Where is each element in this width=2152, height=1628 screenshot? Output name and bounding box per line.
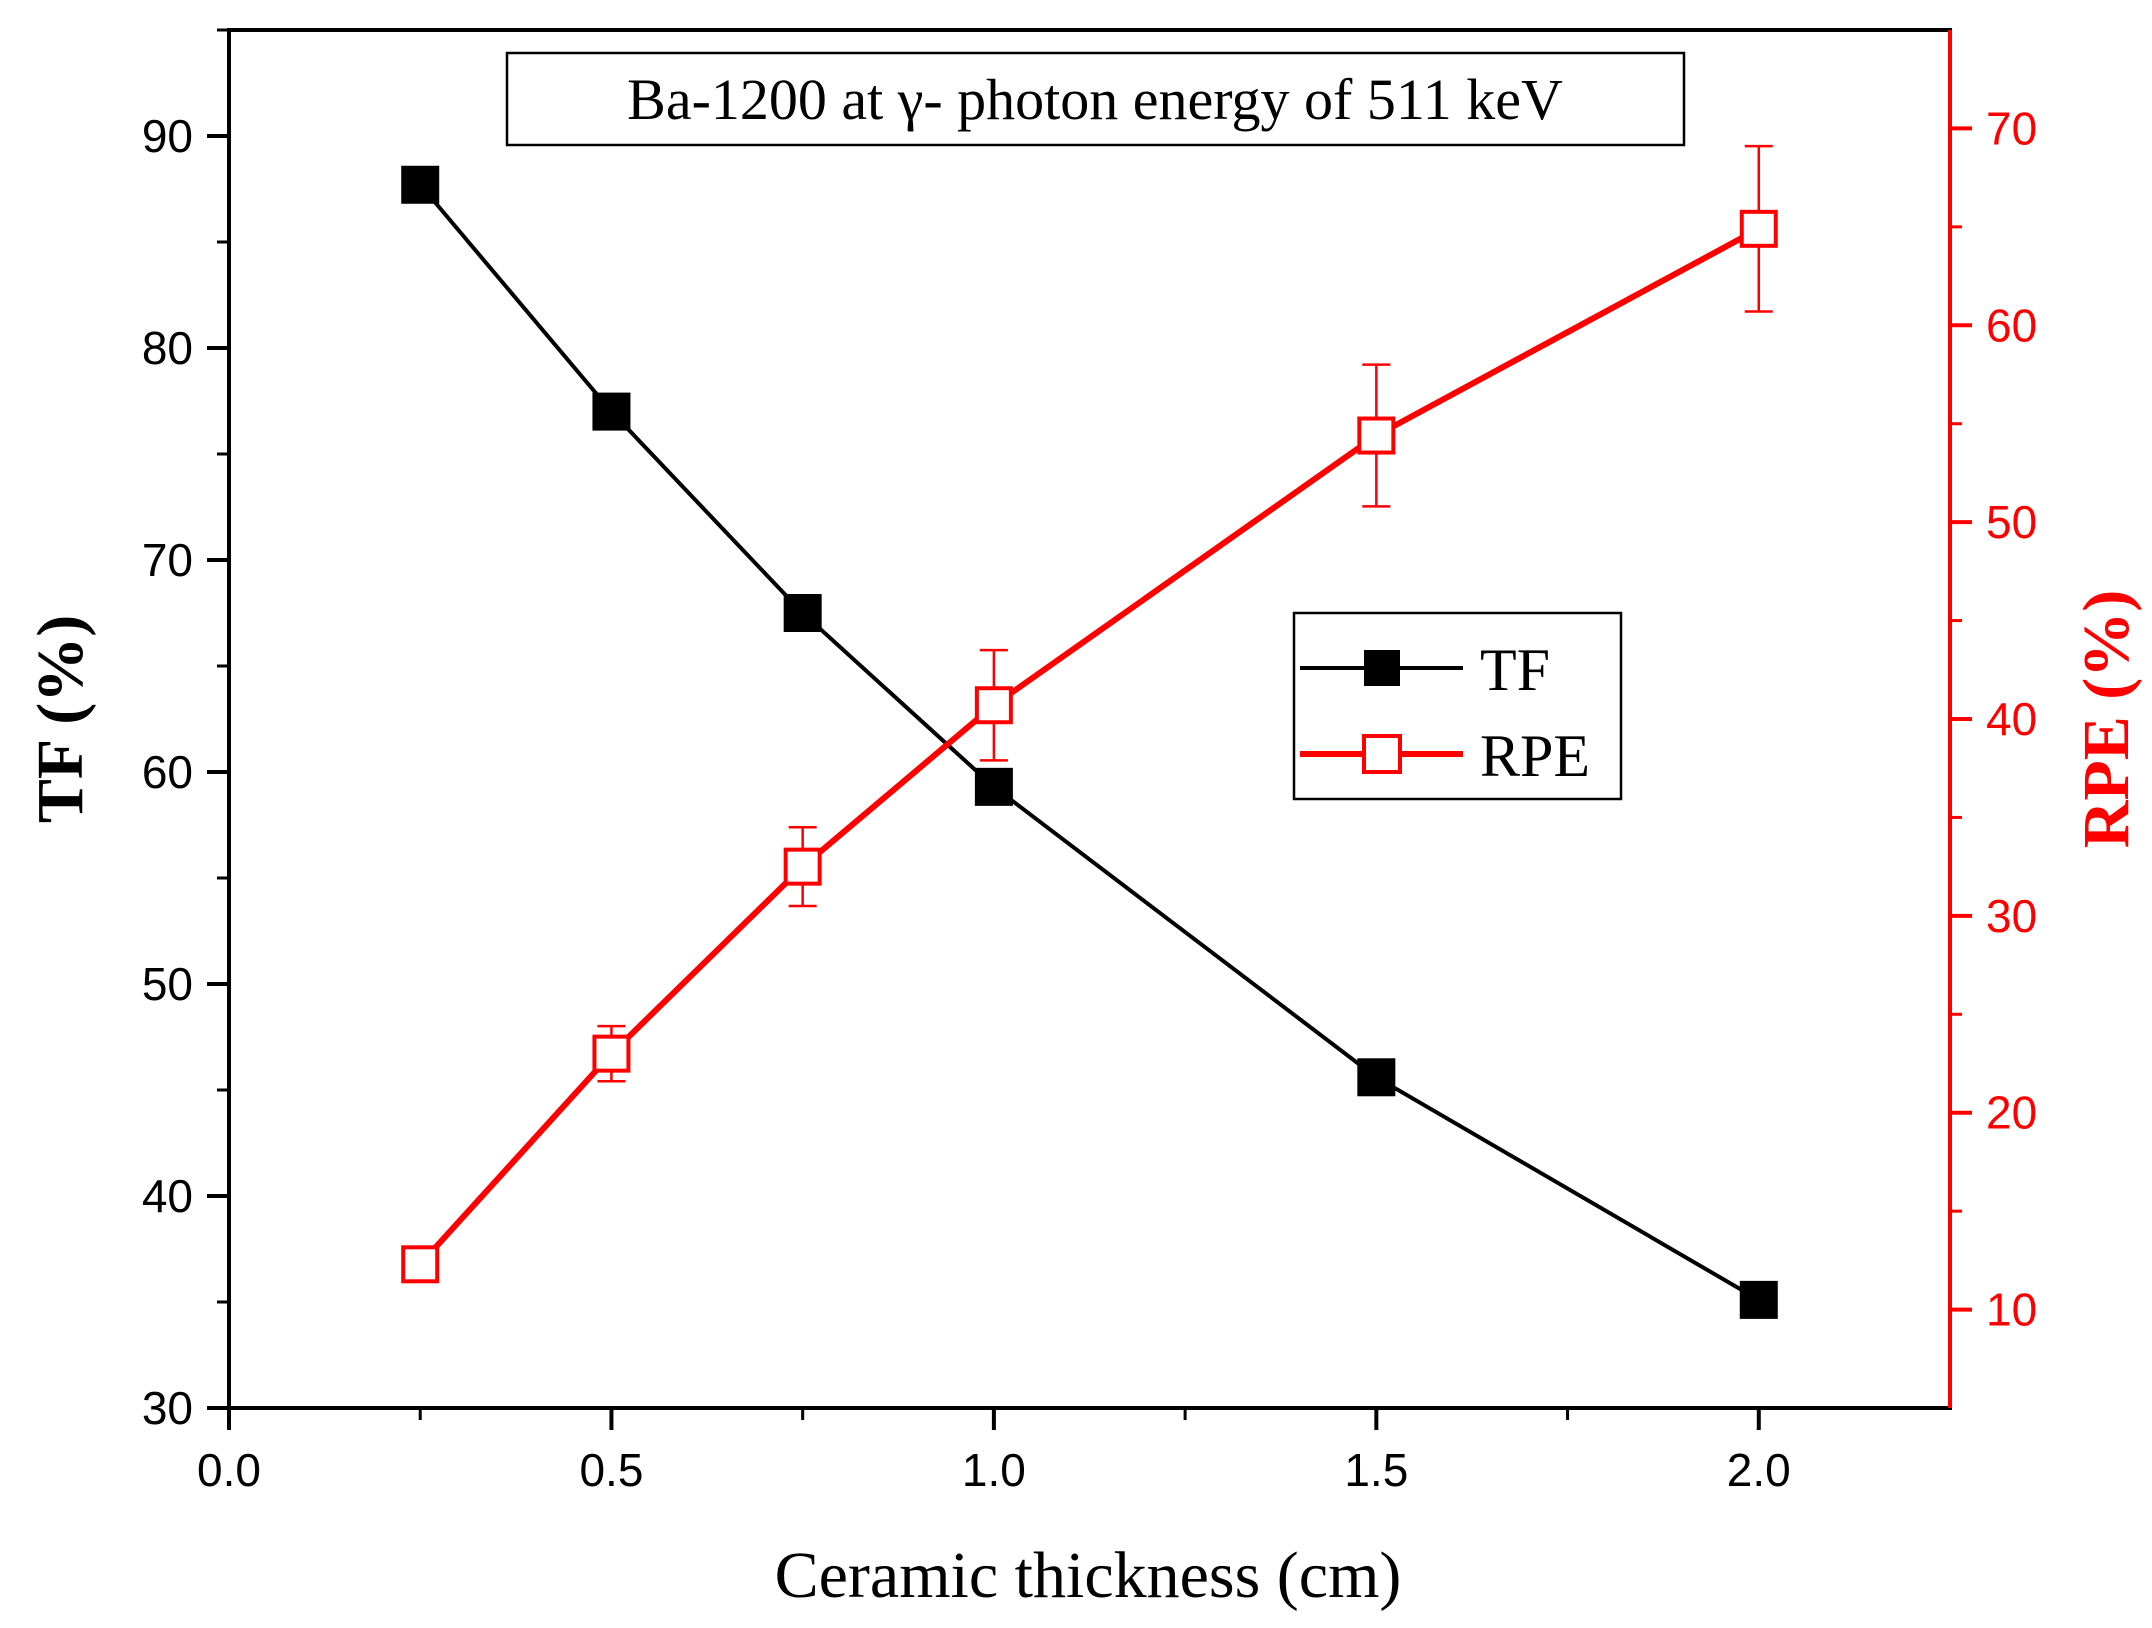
rpe-data-point (592, 1034, 631, 1073)
y-right-tick-label: 50 (1986, 496, 2037, 548)
y-right-tick-label: 60 (1986, 299, 2037, 351)
x-tick-label: 2.0 (1727, 1444, 1791, 1496)
y-right-tick-label: 40 (1986, 693, 2037, 745)
legend-item-tf: TF (1300, 637, 1550, 703)
y-left-tick-label: 40 (142, 1170, 193, 1222)
x-tick-label: 1.5 (1344, 1444, 1408, 1496)
y-left-tick-label: 30 (142, 1382, 193, 1434)
legend-rpe-marker (1362, 734, 1402, 774)
y-right-tick-label: 20 (1986, 1087, 2037, 1139)
plot-frame (227, 28, 1952, 1410)
legend-tf-marker (1364, 650, 1400, 686)
tf-series-line (418, 183, 1760, 1302)
tf-data-point (401, 165, 440, 204)
y-left-tick-label: 50 (142, 958, 193, 1010)
y-left-tick-label: 60 (142, 746, 193, 798)
rpe-data-point (401, 1245, 440, 1284)
rpe-data-point (1739, 209, 1778, 248)
title-box (505, 51, 1686, 147)
y-left-tick-label: 90 (142, 110, 193, 162)
x-tick-label: 0.0 (197, 1444, 261, 1496)
legend-rpe-label: RPE (1480, 723, 1590, 789)
y-left-axis-label: TF (%) (24, 615, 97, 823)
series-layer (401, 144, 1778, 1319)
tick-layer: 0.0 0.5 1.0 1.5 2.0 30 40 50 60 70 80 90 10 20 30 40 50 6… (142, 28, 2037, 1496)
y-left-tick-label: 80 (142, 322, 193, 374)
rpe-series-line (418, 226, 1761, 1267)
x-tick-label: 1.0 (962, 1444, 1026, 1496)
y-left-tick-label: 70 (142, 534, 193, 586)
x-axis-label: Ceramic thickness (cm) (775, 1539, 1402, 1612)
chart-title: Ba-1200 at γ- photon energy of 511 keV (627, 67, 1563, 132)
legend-box (1292, 611, 1623, 801)
rpe-data-point (1357, 416, 1396, 455)
legend-tf-label: TF (1480, 637, 1550, 703)
y-right-tick-label: 30 (1986, 890, 2037, 942)
tf-data-point (1357, 1058, 1396, 1097)
y-right-tick-label: 10 (1986, 1284, 2037, 1336)
legend-item-rpe: RPE (1300, 723, 1590, 789)
tf-data-point (1739, 1280, 1778, 1319)
tf-data-point (592, 392, 631, 431)
y-right-tick-label: 70 (1986, 102, 2037, 154)
rpe-data-point (783, 847, 822, 886)
x-tick-label: 0.5 (579, 1444, 643, 1496)
tf-data-point (783, 594, 822, 632)
tf-data-point (974, 767, 1013, 806)
y-right-axis-label: RPE (%) (2070, 590, 2143, 848)
rpe-data-point (974, 686, 1013, 725)
